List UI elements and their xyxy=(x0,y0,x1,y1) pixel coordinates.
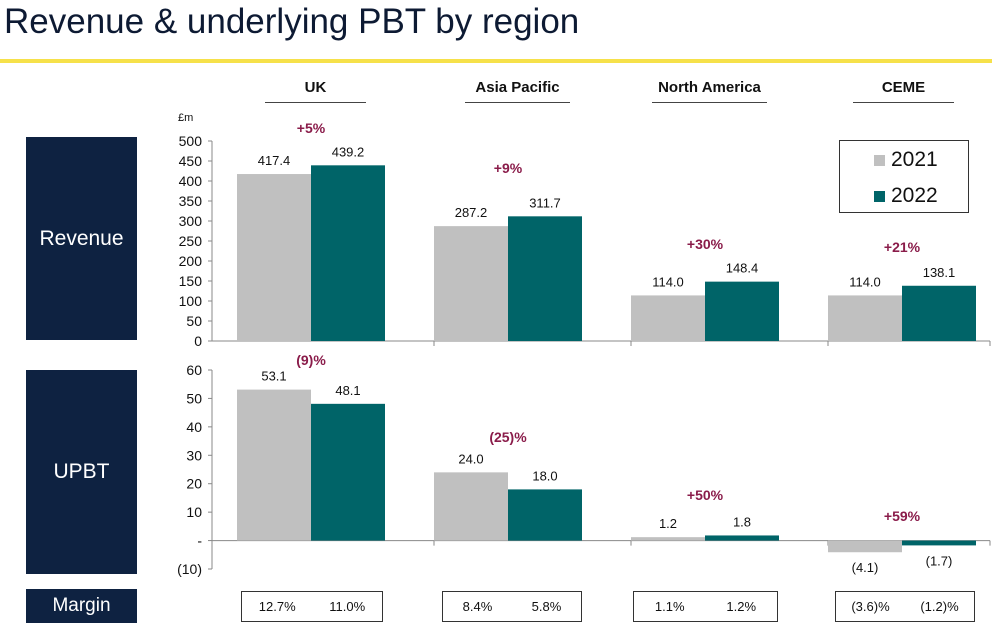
legend-label-2021: 2021 xyxy=(891,148,938,171)
margin-ceme-2022: (1.2)% xyxy=(920,599,959,614)
margin-uk-2021: 12.7% xyxy=(258,599,296,614)
margin-ceme-2021: (3.6)% xyxy=(851,599,890,614)
revenue-bar-north-america-2022 xyxy=(705,281,779,341)
upbt-change-north-america: +50% xyxy=(687,487,724,503)
revenue-bar-ceme-2021 xyxy=(828,295,902,341)
region-header-north-america: North America xyxy=(652,79,767,103)
revenue-change-ceme: +21% xyxy=(884,239,921,255)
revenue-row-label: Revenue xyxy=(26,137,137,340)
margin-north-america-2022: 1.2% xyxy=(726,599,757,614)
legend-label-2022: 2022 xyxy=(891,184,938,207)
upbt-y-tick-label: - xyxy=(197,533,202,549)
page-title: Revenue & underlying PBT by region xyxy=(4,2,580,41)
chart-legend: 2021 2022 xyxy=(839,140,969,213)
revenue-change-north-america: +30% xyxy=(687,236,724,252)
upbt-y-tick-label: 10 xyxy=(186,504,202,520)
revenue-y-tick-label: 0 xyxy=(194,333,202,349)
revenue-bar-uk-2021 xyxy=(237,174,311,341)
revenue-y-tick-label: 300 xyxy=(179,213,203,229)
margin-box-uk: 12.7% 11.0% xyxy=(241,591,383,622)
upbt-y-tick-label: 50 xyxy=(186,390,202,406)
revenue-data-label-ceme-2022: 138.1 xyxy=(923,265,956,280)
margin-box-north-america: 1.1% 1.2% xyxy=(633,591,778,622)
region-header-ceme: CEME xyxy=(853,79,954,103)
upbt-bar-uk-2021 xyxy=(237,389,311,541)
upbt-bar-north-america-2022 xyxy=(705,535,779,541)
revenue-y-tick-label: 250 xyxy=(179,233,203,249)
margin-box-ceme: (3.6)% (1.2)% xyxy=(835,591,975,622)
revenue-data-label-asia-pacific-2022: 311.7 xyxy=(529,195,561,210)
revenue-change-asia-pacific: +9% xyxy=(494,160,523,176)
revenue-y-tick-label: 500 xyxy=(179,133,203,149)
margin-row-label: Margin xyxy=(26,589,137,623)
upbt-change-asia-pacific: (25)% xyxy=(489,429,527,445)
upbt-data-label-uk-2022: 48.1 xyxy=(335,383,360,398)
revenue-data-label-uk-2021: 417.4 xyxy=(258,153,291,168)
upbt-data-label-ceme-2022: (1.7) xyxy=(926,553,953,568)
legend-item-2021: 2021 xyxy=(874,148,938,172)
title-underline xyxy=(0,59,992,63)
revenue-y-tick-label: 150 xyxy=(179,273,203,289)
revenue-change-uk: +5% xyxy=(297,120,326,136)
revenue-y-tick-label: 200 xyxy=(179,253,203,269)
upbt-change-ceme: +59% xyxy=(884,508,921,524)
upbt-y-tick-label: 40 xyxy=(186,419,202,435)
upbt-y-tick-label: 20 xyxy=(186,476,202,492)
revenue-y-tick-label: 450 xyxy=(179,153,203,169)
revenue-data-label-ceme-2021: 114.0 xyxy=(849,274,881,289)
region-header-uk: UK xyxy=(265,79,366,103)
upbt-y-tick-label: (10) xyxy=(177,561,202,577)
revenue-bar-ceme-2022 xyxy=(902,285,976,341)
upbt-row-label: UPBT xyxy=(26,370,137,574)
revenue-data-label-north-america-2021: 114.0 xyxy=(652,274,684,289)
margin-uk-2022: 11.0% xyxy=(329,599,366,614)
revenue-bar-north-america-2021 xyxy=(631,295,705,341)
margin-asia-pacific-2021: 8.4% xyxy=(462,599,493,614)
upbt-data-label-north-america-2021: 1.2 xyxy=(659,516,677,531)
upbt-bar-ceme-2021 xyxy=(828,540,902,553)
revenue-data-label-uk-2022: 439.2 xyxy=(332,144,365,159)
margin-asia-pacific-2022: 5.8% xyxy=(531,599,562,614)
margin-north-america-2021: 1.1% xyxy=(654,599,685,614)
margin-box-asia-pacific: 8.4% 5.8% xyxy=(442,591,582,622)
revenue-bar-asia-pacific-2022 xyxy=(508,216,582,341)
upbt-bar-ceme-2022 xyxy=(902,540,976,546)
upbt-data-label-ceme-2021: (4.1) xyxy=(852,560,879,575)
legend-swatch-2022 xyxy=(874,190,885,202)
upbt-change-uk: (9)% xyxy=(296,352,326,368)
upbt-data-label-asia-pacific-2021: 24.0 xyxy=(458,451,483,466)
revenue-y-tick-label: 50 xyxy=(186,313,202,329)
upbt-y-tick-label: 30 xyxy=(186,447,202,463)
legend-swatch-2021 xyxy=(874,154,885,166)
upbt-y-tick-label: 60 xyxy=(186,362,202,378)
revenue-y-tick-label: 350 xyxy=(179,193,203,209)
upbt-data-label-asia-pacific-2022: 18.0 xyxy=(532,468,557,483)
revenue-y-tick-label: 100 xyxy=(179,293,203,309)
revenue-bar-uk-2022 xyxy=(311,165,385,341)
revenue-data-label-asia-pacific-2021: 287.2 xyxy=(455,205,488,220)
revenue-data-label-north-america-2022: 148.4 xyxy=(726,261,759,276)
upbt-data-label-uk-2021: 53.1 xyxy=(261,369,286,384)
upbt-bar-north-america-2021 xyxy=(631,537,705,541)
revenue-bar-asia-pacific-2021 xyxy=(434,226,508,341)
upbt-bar-uk-2022 xyxy=(311,403,385,541)
revenue-unit-label: £m xyxy=(178,112,193,124)
upbt-bar-asia-pacific-2022 xyxy=(508,489,582,541)
legend-item-2022: 2022 xyxy=(874,184,938,208)
upbt-bar-asia-pacific-2021 xyxy=(434,472,508,541)
upbt-data-label-north-america-2022: 1.8 xyxy=(733,514,751,529)
revenue-y-tick-label: 400 xyxy=(179,173,203,189)
region-header-asia-pacific: Asia Pacific xyxy=(465,79,570,103)
